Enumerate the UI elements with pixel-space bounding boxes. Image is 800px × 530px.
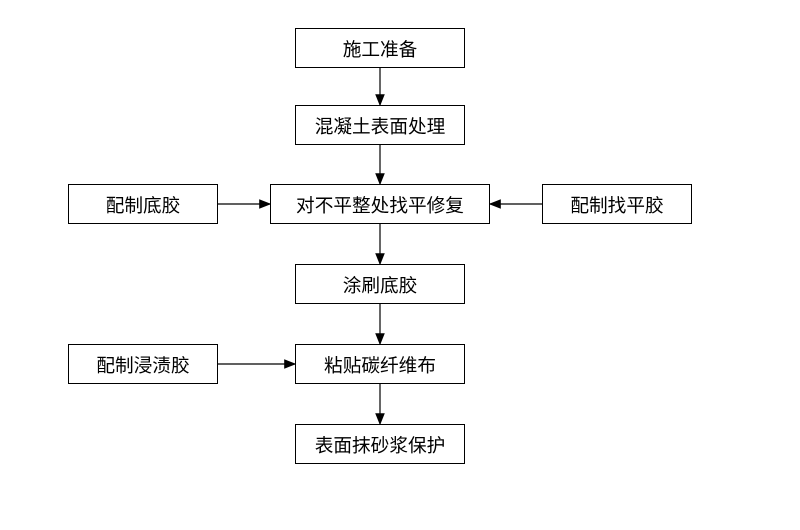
flowchart-node-n3: 对不平整处找平修复	[270, 184, 490, 224]
node-label: 配制底胶	[106, 191, 181, 218]
node-label: 配制浸渍胶	[96, 351, 189, 378]
flowchart-node-n4: 涂刷底胶	[295, 264, 465, 304]
flowchart-node-s1: 配制底胶	[68, 184, 218, 224]
node-label: 混凝土表面处理	[315, 112, 446, 139]
flowchart-node-s2: 配制找平胶	[542, 184, 692, 224]
node-label: 粘贴碳纤维布	[324, 351, 436, 378]
flowchart-node-s3: 配制浸渍胶	[68, 344, 218, 384]
node-label: 对不平整处找平修复	[296, 191, 464, 218]
node-label: 配制找平胶	[570, 191, 663, 218]
node-label: 表面抹砂浆保护	[315, 431, 446, 458]
node-label: 施工准备	[343, 35, 418, 62]
flowchart-node-n5: 粘贴碳纤维布	[295, 344, 465, 384]
node-label: 涂刷底胶	[343, 271, 418, 298]
flowchart-node-n1: 施工准备	[295, 28, 465, 68]
flowchart-node-n2: 混凝土表面处理	[295, 105, 465, 145]
flowchart-node-n6: 表面抹砂浆保护	[295, 424, 465, 464]
